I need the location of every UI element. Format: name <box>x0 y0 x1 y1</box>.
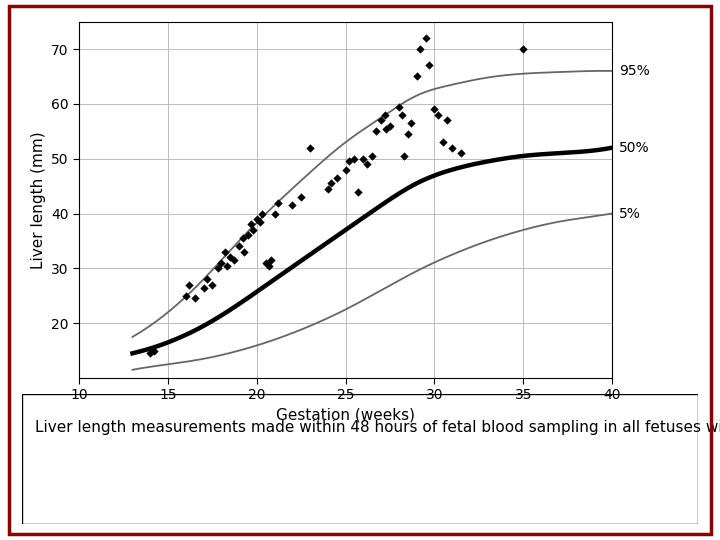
Point <box>438 138 449 146</box>
Point <box>265 256 276 265</box>
Point <box>420 33 431 42</box>
Point <box>441 116 453 125</box>
Point <box>256 209 268 218</box>
Point <box>455 149 467 158</box>
Point <box>295 193 307 201</box>
Point <box>145 349 156 357</box>
Y-axis label: Liver length (mm): Liver length (mm) <box>31 131 45 268</box>
Point <box>260 259 271 267</box>
Point <box>322 185 333 193</box>
Point <box>198 283 210 292</box>
Point <box>398 152 410 160</box>
Point <box>384 122 396 130</box>
Point <box>228 256 240 265</box>
X-axis label: Gestation (weeks): Gestation (weeks) <box>276 408 415 423</box>
Point <box>237 234 248 242</box>
Point <box>233 242 245 251</box>
Point <box>325 179 337 188</box>
Point <box>446 144 458 152</box>
Point <box>238 247 250 256</box>
Point <box>397 111 408 119</box>
Point <box>432 111 444 119</box>
Point <box>219 247 230 256</box>
Point <box>366 152 378 160</box>
Point <box>202 275 213 284</box>
Point <box>405 119 417 127</box>
Point <box>393 102 405 111</box>
Point <box>180 292 192 300</box>
Point <box>184 280 195 289</box>
Point <box>246 220 257 229</box>
Point <box>348 154 360 163</box>
Point <box>212 264 223 273</box>
Point <box>305 144 316 152</box>
Point <box>423 61 435 70</box>
Point <box>255 218 266 226</box>
Point <box>402 130 413 138</box>
Text: 95%: 95% <box>619 64 649 78</box>
Point <box>518 45 529 53</box>
Point <box>269 209 280 218</box>
Point <box>248 226 259 234</box>
Point <box>340 165 351 174</box>
Point <box>352 187 364 196</box>
Point <box>251 215 263 224</box>
Point <box>215 259 227 267</box>
Point <box>264 261 275 270</box>
Text: 50%: 50% <box>619 141 649 155</box>
Text: 5%: 5% <box>619 206 641 220</box>
Point <box>370 127 382 136</box>
Point <box>379 111 390 119</box>
Point <box>287 201 298 210</box>
Text: Liver length measurements made within 48 hours of fetal blood sampling in all fe: Liver length measurements made within 48… <box>35 420 720 435</box>
Point <box>375 116 387 125</box>
Point <box>272 198 284 207</box>
Point <box>358 154 369 163</box>
Point <box>411 72 423 81</box>
Point <box>343 157 355 166</box>
Point <box>415 45 426 53</box>
Point <box>207 280 218 289</box>
Point <box>189 294 200 303</box>
Point <box>221 261 233 270</box>
Point <box>331 173 343 182</box>
Point <box>242 231 253 240</box>
Point <box>361 160 373 168</box>
Point <box>225 253 236 262</box>
Point <box>428 105 440 113</box>
Point <box>381 124 392 133</box>
Point <box>148 346 160 355</box>
